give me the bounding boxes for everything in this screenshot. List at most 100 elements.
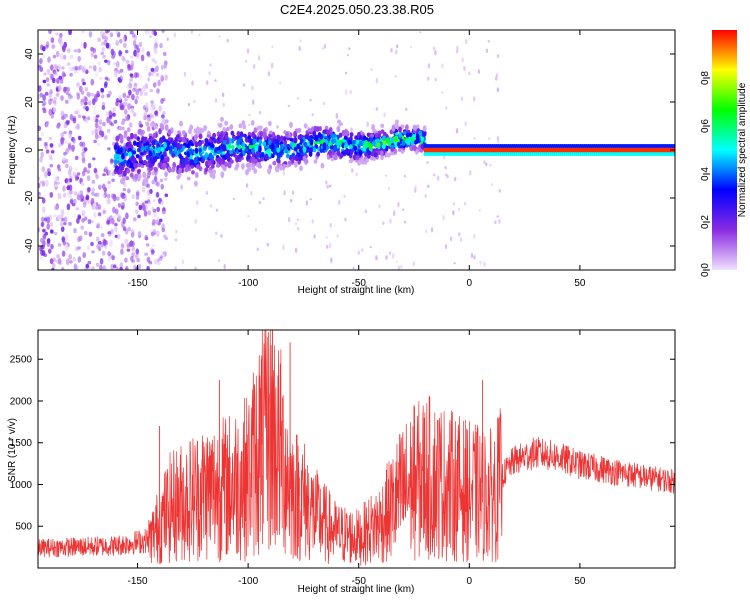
- spectrogram-cell: [87, 218, 92, 225]
- spectrogram-cell: [69, 260, 73, 264]
- spectrogram-cell: [672, 151, 675, 156]
- spectrogram-cell: [125, 212, 129, 220]
- spectrogram-cell: [49, 258, 54, 265]
- spectrogram-cell: [59, 219, 64, 226]
- spectrogram-cell: [247, 135, 252, 140]
- spectrogram-cell: [44, 231, 48, 236]
- spectrogram-cell: [181, 259, 185, 265]
- spectrogram-cell: [91, 250, 95, 254]
- spectrogram-cell: [124, 238, 128, 244]
- spectrogram-cell: [120, 126, 125, 131]
- spectrogram-cell: [157, 146, 161, 154]
- spectrogram-cell: [286, 164, 290, 168]
- spectrogram-cell: [461, 57, 464, 63]
- spectrogram-cell: [234, 166, 239, 171]
- spectrogram-cell: [162, 51, 167, 57]
- spectrogram-cell: [127, 159, 131, 165]
- spectrogram-cell: [102, 54, 106, 59]
- spectrogram-cell: [161, 227, 166, 233]
- spectrogram-cell: [168, 146, 173, 152]
- spectrogram-cell: [412, 124, 417, 130]
- spectrogram-cell: [487, 39, 490, 43]
- spectrogram-cell: [382, 139, 386, 145]
- spectrogram-cell: [113, 144, 118, 151]
- spectrogram-cell: [397, 148, 402, 152]
- spectrogram-cell: [131, 33, 136, 38]
- spectrogram-cell: [38, 94, 42, 99]
- spectrogram-cell: [63, 86, 67, 93]
- spectrogram-cell: [38, 125, 42, 131]
- spectrogram-cell: [108, 110, 112, 117]
- spectrogram-cell: [83, 41, 87, 49]
- spectrogram-cell: [267, 151, 272, 158]
- spectrogram-cell: [147, 210, 152, 216]
- spectrogram-cell: [230, 144, 235, 150]
- spectrogram-cell: [126, 84, 130, 89]
- spectrogram-cell: [276, 125, 279, 129]
- spectrogram-cell: [129, 162, 134, 169]
- spectrogram-cell: [119, 137, 124, 144]
- spectrogram-cell: [90, 241, 94, 247]
- spectrogram-cell: [296, 143, 301, 149]
- spectrogram-cell: [235, 135, 240, 140]
- spectrogram-cell: [350, 127, 353, 133]
- spectrogram-cell: [198, 33, 201, 37]
- spectrogram-cell: [140, 164, 145, 169]
- spectrogram-cell: [131, 240, 135, 247]
- spectrogram-cell: [136, 258, 140, 263]
- spectrogram-cell: [132, 140, 137, 146]
- spectrogram-cell: [361, 248, 364, 252]
- spectrogram-cell: [370, 133, 374, 138]
- spectrogram-cell: [232, 152, 237, 158]
- spectrogram-cell: [224, 120, 229, 126]
- spectrogram-cell: [181, 130, 186, 136]
- spectrogram-cell: [357, 250, 360, 255]
- spectrogram-cell: [360, 157, 365, 163]
- spectrogram-cell: [312, 130, 317, 137]
- spectrogram-cell: [98, 184, 102, 190]
- spectrogram-cell: [144, 92, 148, 97]
- spectrogram-cell: [434, 49, 437, 56]
- spectrogram-cell: [46, 216, 51, 224]
- spectrogram-cell: [424, 194, 427, 198]
- spectrogram-cell: [266, 149, 271, 153]
- spectrogram-cell: [61, 218, 65, 222]
- spectrogram-cell: [121, 153, 125, 160]
- spectrogram-cell: [84, 101, 88, 106]
- spectrogram-cell: [55, 32, 59, 36]
- spectrogram-cell: [260, 157, 264, 162]
- spectrogram-cell: [322, 101, 326, 106]
- spectrogram-cell: [130, 75, 134, 79]
- spectrogram-cell: [258, 110, 262, 115]
- spectrogram-cell: [81, 210, 86, 217]
- spectrogram-cell: [254, 145, 259, 152]
- spectrogram-cell: [242, 83, 246, 87]
- spectrogram-cell: [470, 252, 474, 259]
- spectrogram-cell: [259, 130, 264, 137]
- spectrogram-cell: [97, 61, 101, 66]
- spectrogram-cell: [53, 96, 57, 101]
- spectrogram-cell: [43, 217, 48, 222]
- spectrogram-cell: [58, 85, 62, 92]
- spectrogram-cell: [102, 265, 107, 270]
- snr-series-line: [37, 329, 676, 566]
- spectrogram-cell: [126, 116, 130, 121]
- spectrogram-cell: [275, 139, 279, 143]
- spectrogram-cell: [129, 55, 134, 59]
- spectrogram-cell: [117, 203, 122, 208]
- spectrogram-cell: [48, 154, 53, 158]
- spectrogram-cell: [157, 79, 161, 87]
- spectrogram-cell: [215, 208, 219, 212]
- spectrogram-cell: [94, 118, 99, 123]
- spectrogram-cell: [43, 72, 47, 76]
- spectrogram-cell: [444, 106, 448, 110]
- spectrogram-cell: [155, 65, 159, 73]
- spectrogram-cell: [138, 204, 143, 211]
- spectrogram-cell: [370, 156, 374, 161]
- spectrogram-cell: [39, 255, 44, 261]
- spectrogram-cell: [130, 255, 134, 262]
- spectrogram-cell: [449, 236, 453, 242]
- spectrogram-cell: [73, 191, 78, 196]
- spectrogram-cell: [137, 214, 141, 219]
- spectrogram-cell: [216, 163, 220, 168]
